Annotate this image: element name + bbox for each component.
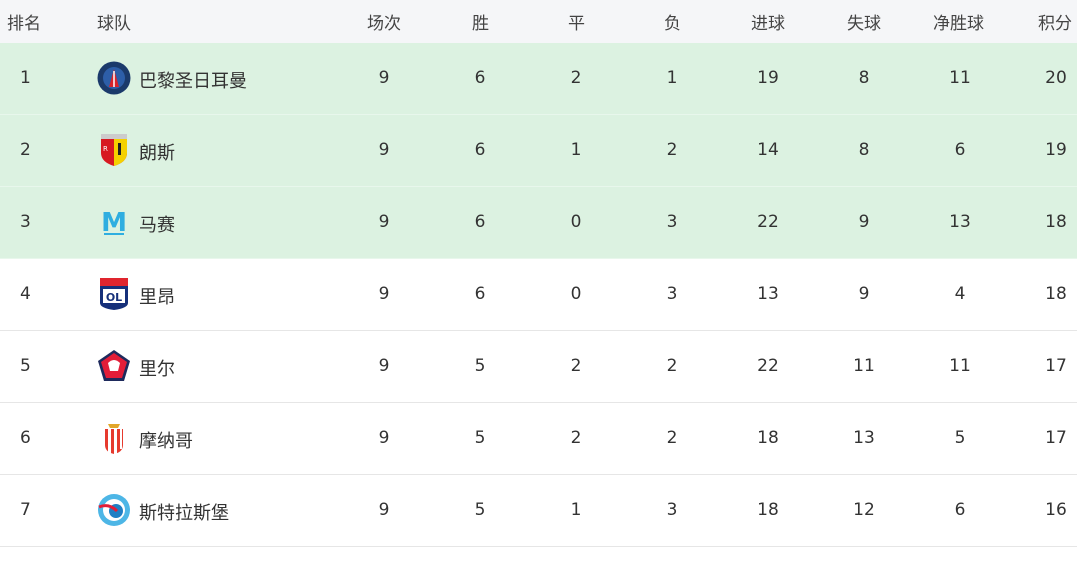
drawn-cell: 2 bbox=[570, 68, 582, 88]
played-cell: 9 bbox=[378, 428, 390, 448]
team-name[interactable]: 里尔 bbox=[139, 359, 175, 380]
table-row[interactable]: 6 摩纳哥 9 5 2 2 18 13 5 17 bbox=[0, 403, 1077, 475]
table-row[interactable]: 1 巴黎圣日耳曼 9 6 2 1 19 8 11 20 bbox=[0, 43, 1077, 115]
rc-lens-crest-icon: R bbox=[97, 133, 131, 167]
header-won[interactable]: 胜 bbox=[472, 14, 489, 34]
lille-crest-icon bbox=[97, 349, 131, 383]
ga-cell: 9 bbox=[858, 284, 870, 304]
table-header: 排名 球队 场次 胜 平 负 进球 失球 净胜球 积分 bbox=[0, 0, 1077, 43]
ga-cell: 9 bbox=[858, 212, 870, 232]
gd-cell: 6 bbox=[954, 140, 966, 160]
team-name[interactable]: 里昂 bbox=[139, 287, 175, 308]
gf-cell: 19 bbox=[757, 68, 779, 88]
drawn-cell: 1 bbox=[570, 500, 582, 520]
rank-cell: 7 bbox=[20, 500, 31, 520]
svg-text:OL: OL bbox=[106, 291, 122, 304]
gd-cell: 4 bbox=[954, 284, 966, 304]
header-lost[interactable]: 负 bbox=[664, 14, 681, 34]
gf-cell: 22 bbox=[757, 356, 779, 376]
pts-cell: 19 bbox=[1045, 140, 1067, 160]
team-name[interactable]: 马赛 bbox=[139, 215, 175, 236]
played-cell: 9 bbox=[378, 500, 390, 520]
drawn-cell: 2 bbox=[570, 428, 582, 448]
lost-cell: 3 bbox=[666, 212, 678, 232]
rank-cell: 5 bbox=[20, 356, 31, 376]
ga-cell: 8 bbox=[858, 140, 870, 160]
rank-cell: 2 bbox=[20, 140, 31, 160]
drawn-cell: 1 bbox=[570, 140, 582, 160]
gf-cell: 18 bbox=[757, 500, 779, 520]
played-cell: 9 bbox=[378, 140, 390, 160]
table-row[interactable]: 4 OL 里昂 9 6 0 3 13 9 4 18 bbox=[0, 259, 1077, 331]
rank-cell: 1 bbox=[20, 68, 31, 88]
lyon-crest-icon: OL bbox=[97, 277, 131, 311]
psg-crest-icon bbox=[97, 61, 131, 95]
header-drawn[interactable]: 平 bbox=[568, 14, 585, 34]
table-row[interactable]: 5 里尔 9 5 2 2 22 11 11 17 bbox=[0, 331, 1077, 403]
pts-cell: 16 bbox=[1045, 500, 1067, 520]
won-cell: 6 bbox=[474, 284, 486, 304]
won-cell: 6 bbox=[474, 212, 486, 232]
rank-cell: 3 bbox=[20, 212, 31, 232]
marseille-crest-icon: M bbox=[97, 205, 131, 239]
played-cell: 9 bbox=[378, 284, 390, 304]
standings-table: 排名 球队 场次 胜 平 负 进球 失球 净胜球 积分 1 巴黎圣日耳曼 9 6 2 1 1… bbox=[0, 0, 1077, 547]
won-cell: 6 bbox=[474, 140, 486, 160]
drawn-cell: 0 bbox=[570, 212, 582, 232]
gf-cell: 14 bbox=[757, 140, 779, 160]
drawn-cell: 2 bbox=[570, 356, 582, 376]
pts-cell: 20 bbox=[1045, 68, 1067, 88]
header-goals-for[interactable]: 进球 bbox=[751, 14, 785, 34]
header-team[interactable]: 球队 bbox=[97, 14, 131, 34]
lost-cell: 1 bbox=[666, 68, 678, 88]
rank-cell: 6 bbox=[20, 428, 31, 448]
gd-cell: 6 bbox=[954, 500, 966, 520]
gf-cell: 18 bbox=[757, 428, 779, 448]
lost-cell: 2 bbox=[666, 356, 678, 376]
team-name[interactable]: 巴黎圣日耳曼 bbox=[139, 71, 247, 92]
gf-cell: 13 bbox=[757, 284, 779, 304]
pts-cell: 18 bbox=[1045, 284, 1067, 304]
won-cell: 5 bbox=[474, 500, 486, 520]
drawn-cell: 0 bbox=[570, 284, 582, 304]
gd-cell: 11 bbox=[949, 68, 971, 88]
pts-cell: 17 bbox=[1045, 356, 1067, 376]
gd-cell: 11 bbox=[949, 356, 971, 376]
monaco-crest-icon bbox=[97, 421, 131, 455]
won-cell: 5 bbox=[474, 428, 486, 448]
table-row[interactable]: 2 R 朗斯 9 6 1 2 14 8 6 19 bbox=[0, 115, 1077, 187]
ga-cell: 13 bbox=[853, 428, 875, 448]
table-body: 1 巴黎圣日耳曼 9 6 2 1 19 8 11 20 2 R 朗斯 9 6 1 2 14 8 6 19 3 M 马赛 9 6 0 3… bbox=[0, 43, 1077, 547]
gf-cell: 22 bbox=[757, 212, 779, 232]
gd-cell: 13 bbox=[949, 212, 971, 232]
gd-cell: 5 bbox=[954, 428, 966, 448]
ga-cell: 11 bbox=[853, 356, 875, 376]
pts-cell: 18 bbox=[1045, 212, 1067, 232]
header-goals-against[interactable]: 失球 bbox=[847, 14, 881, 34]
team-name[interactable]: 摩纳哥 bbox=[139, 431, 193, 452]
table-row[interactable]: 3 M 马赛 9 6 0 3 22 9 13 18 bbox=[0, 187, 1077, 259]
team-name[interactable]: 朗斯 bbox=[139, 143, 175, 164]
played-cell: 9 bbox=[378, 68, 390, 88]
header-played[interactable]: 场次 bbox=[367, 14, 401, 34]
ga-cell: 8 bbox=[858, 68, 870, 88]
ga-cell: 12 bbox=[853, 500, 875, 520]
lost-cell: 2 bbox=[666, 428, 678, 448]
header-goal-diff[interactable]: 净胜球 bbox=[933, 14, 984, 34]
header-rank[interactable]: 排名 bbox=[7, 14, 41, 34]
header-points[interactable]: 积分 bbox=[1038, 14, 1072, 34]
lost-cell: 3 bbox=[666, 500, 678, 520]
played-cell: 9 bbox=[378, 212, 390, 232]
lost-cell: 3 bbox=[666, 284, 678, 304]
pts-cell: 17 bbox=[1045, 428, 1067, 448]
played-cell: 9 bbox=[378, 356, 390, 376]
table-row[interactable]: 7 斯特拉斯堡 9 5 1 3 18 12 6 16 bbox=[0, 475, 1077, 547]
lost-cell: 2 bbox=[666, 140, 678, 160]
strasbourg-crest-icon bbox=[97, 493, 131, 527]
won-cell: 5 bbox=[474, 356, 486, 376]
rank-cell: 4 bbox=[20, 284, 31, 304]
won-cell: 6 bbox=[474, 68, 486, 88]
svg-text:R: R bbox=[103, 145, 108, 153]
team-name[interactable]: 斯特拉斯堡 bbox=[139, 503, 229, 524]
